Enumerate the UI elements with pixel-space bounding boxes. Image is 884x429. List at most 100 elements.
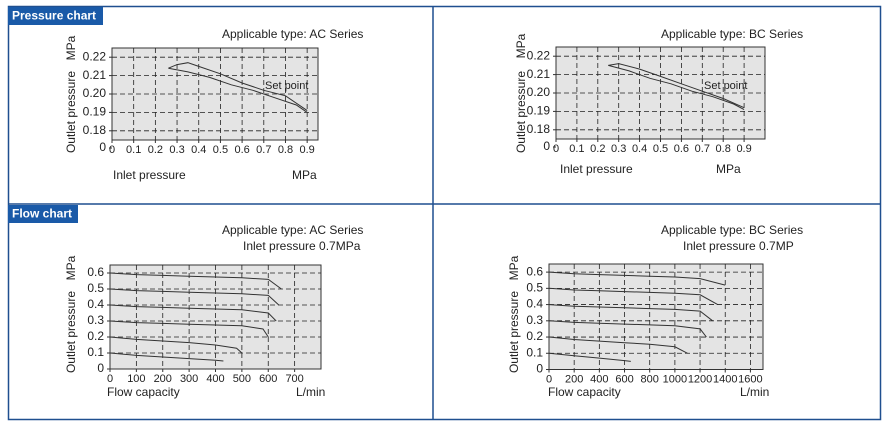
x-tick-label: 0 — [107, 373, 113, 385]
x-tick-label: 0 — [109, 144, 115, 156]
y-tick-label: 0.6 — [526, 264, 543, 278]
curve — [109, 272, 282, 290]
chart-title: Applicable type: BC Series — [661, 27, 803, 41]
y-tick-label: 0.1 — [526, 345, 543, 359]
x-axis-unit: MPa — [716, 162, 741, 176]
curve — [548, 336, 688, 354]
y-axis-unit: MPa — [507, 255, 521, 280]
chart-title: Applicable type: AC Series — [222, 223, 363, 237]
curve — [548, 304, 713, 322]
header-bg — [8, 7, 103, 25]
annotation: Set point — [265, 80, 308, 92]
x-tick-label: 0.3 — [611, 143, 626, 155]
x-tick-label: 0.6 — [234, 144, 249, 156]
section-header: Flow chart — [12, 207, 72, 221]
x-tick-label: 0.6 — [674, 143, 689, 155]
x-tick-label: 200 — [565, 373, 583, 385]
curve — [109, 288, 280, 306]
curve — [168, 67, 308, 113]
curve — [548, 352, 631, 362]
x-tick-label: 0 — [546, 373, 552, 385]
x-axis-unit: L/min — [296, 385, 325, 399]
y-tick-label: 0.20 — [527, 85, 551, 99]
y-tick-label: 0.5 — [526, 281, 543, 295]
x-tick-label: 1200 — [688, 373, 712, 385]
x-tick-label: 0.9 — [300, 144, 315, 156]
y-tick-label: 0.3 — [526, 313, 543, 327]
plot-area — [111, 47, 319, 141]
x-tick-label: 0.5 — [653, 143, 668, 155]
y-tick-label: 0.18 — [83, 123, 107, 137]
y-tick-label: 0.19 — [527, 104, 551, 118]
curve — [608, 63, 745, 109]
curve — [548, 271, 726, 286]
y-tick-label: 0.4 — [526, 297, 543, 311]
x-tick-label: 300 — [180, 373, 198, 385]
x-tick-label: 600 — [259, 373, 277, 385]
curve — [109, 320, 269, 338]
x-tick-label: 0.1 — [569, 143, 584, 155]
y-tick-label: 0.6 — [87, 265, 104, 279]
annotation: Set point — [704, 80, 747, 92]
x-tick-label: 0.2 — [148, 144, 163, 156]
y-tick-label: 0 — [543, 139, 550, 153]
section-header: Pressure chart — [12, 9, 96, 23]
y-axis-unit: MPa — [64, 255, 78, 280]
chart-title: Applicable type: BC Series — [661, 223, 803, 237]
x-axis-label: Flow capacity — [107, 385, 180, 399]
plot-area — [548, 263, 764, 370]
x-axis-label: Inlet pressure — [560, 162, 633, 176]
x-tick-label: 800 — [641, 373, 659, 385]
y-axis-label: Outlet pressure — [64, 291, 78, 373]
x-tick-label: 1000 — [663, 373, 687, 385]
x-tick-label: 0 — [553, 143, 559, 155]
y-axis-unit: MPa — [64, 35, 78, 60]
curve — [109, 352, 224, 362]
x-tick-label: 0.8 — [278, 144, 293, 156]
x-tick-label: 700 — [285, 373, 303, 385]
x-tick-label: 0.8 — [716, 143, 731, 155]
x-tick-label: 100 — [127, 373, 145, 385]
x-tick-label: 0.1 — [126, 144, 141, 156]
curve — [548, 287, 718, 306]
x-tick-label: 400 — [206, 373, 224, 385]
curve — [608, 64, 745, 111]
x-tick-label: 600 — [615, 373, 633, 385]
y-tick-label: 0.20 — [83, 86, 107, 100]
y-tick-label: 0 — [99, 140, 106, 154]
x-tick-label: 0.4 — [632, 143, 647, 155]
y-tick-label: 0 — [536, 362, 543, 376]
x-tick-label: 0.7 — [695, 143, 710, 155]
y-tick-label: 0.5 — [87, 281, 104, 295]
y-tick-label: 0.2 — [526, 329, 543, 343]
y-tick-label: 0.2 — [87, 329, 104, 343]
x-tick-label: 500 — [233, 373, 251, 385]
x-tick-label: 0.7 — [256, 144, 271, 156]
chart-subtitle: Inlet pressure 0.7MP — [683, 239, 794, 253]
y-tick-label: 0.19 — [83, 105, 107, 119]
x-tick-label: 200 — [154, 373, 172, 385]
x-tick-label: 1400 — [713, 373, 737, 385]
x-tick-label: 0.4 — [191, 144, 206, 156]
x-axis-label: Inlet pressure — [113, 168, 186, 182]
x-axis-unit: MPa — [292, 168, 317, 182]
y-axis-label: Outlet pressure — [507, 291, 521, 373]
x-tick-label: 1600 — [738, 373, 762, 385]
curve — [548, 320, 707, 338]
x-tick-label: 0.3 — [169, 144, 184, 156]
x-axis-unit: L/min — [740, 385, 769, 399]
x-tick-label: 0.9 — [736, 143, 751, 155]
y-tick-label: 0.21 — [527, 67, 551, 81]
curve — [109, 336, 243, 354]
chart-subtitle: Inlet pressure 0.7MPa — [243, 239, 361, 253]
y-tick-label: 0.21 — [83, 68, 107, 82]
y-tick-label: 0.18 — [527, 122, 551, 136]
y-tick-label: 0.1 — [87, 345, 104, 359]
y-tick-label: 0.4 — [87, 297, 104, 311]
x-tick-label: 0.5 — [213, 144, 228, 156]
y-tick-label: 0 — [97, 361, 104, 375]
chart-title: Applicable type: AC Series — [222, 27, 363, 41]
y-tick-label: 0.22 — [83, 49, 107, 63]
y-axis-label: Outlet pressure — [514, 71, 528, 153]
